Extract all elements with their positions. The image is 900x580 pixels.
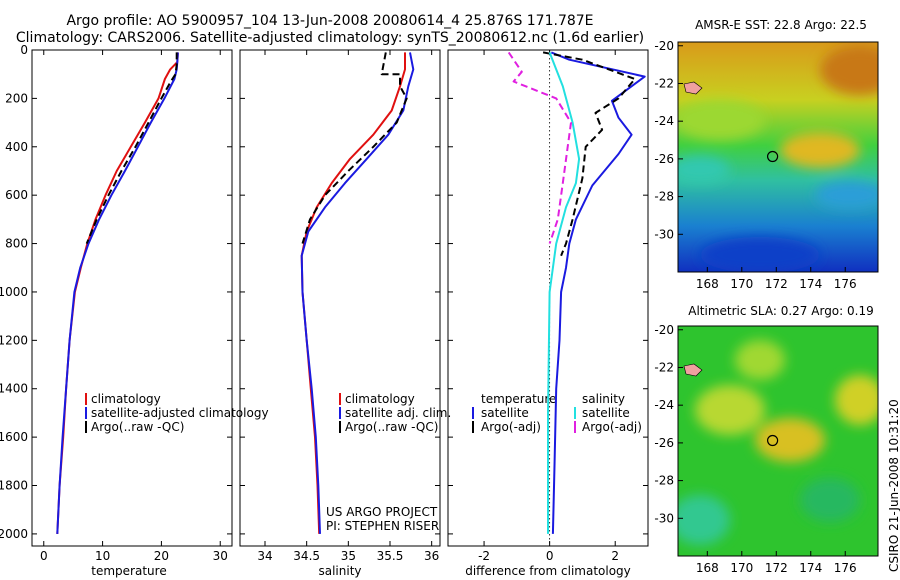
y-tick-label-7: 1400: [0, 382, 28, 396]
sst-xtick-label-1: 170: [730, 277, 753, 291]
sla-ytick-label-5: -30: [654, 511, 674, 525]
sla-ytick-label-3: -26: [654, 436, 674, 450]
panel0-xtick-label-0: 0: [40, 549, 48, 563]
y-tick-label-2: 400: [5, 140, 28, 154]
sal-legend-label-satellite: satellite adj. clim.: [345, 406, 451, 420]
sla-xtick-label-1: 170: [730, 561, 753, 575]
x-axis-label-temperature: temperature: [91, 564, 166, 578]
sst-xtick-label-4: 176: [834, 277, 857, 291]
y-tick-label-4: 800: [5, 237, 28, 251]
x-axis-label-salinity: salinity: [318, 564, 361, 578]
legend-label-argo: Argo(..raw -QC): [91, 420, 184, 434]
sst-ytick-label-3: -26: [654, 152, 674, 166]
panel0-xtick-label-1: 10: [95, 549, 110, 563]
sla-ytick-label-0: -20: [654, 323, 674, 337]
panel2-xtick-label-0: -2: [478, 549, 490, 563]
panel1-xtick-label-2: 35: [341, 549, 356, 563]
panel2-series-salinity-argo-adj-: [507, 51, 572, 244]
sst-ytick-label-2: -24: [654, 114, 674, 128]
sst-ytick-label-0: -20: [654, 39, 674, 53]
sla-map-frame: [677, 325, 879, 557]
sla-ytick-label-2: -24: [654, 398, 674, 412]
panel1-series-satellite-adj-clim-: [300, 52, 415, 534]
legend-label-climatology: climatology: [91, 392, 161, 406]
sla-xtick-label-0: 168: [696, 561, 719, 575]
panel1-series-argo-raw-qc-: [301, 52, 408, 244]
panel2-xtick-label-2: 2: [611, 549, 619, 563]
diff-legend-label-temp-argo: Argo(-adj): [481, 420, 541, 434]
panel0-series-satellite-adjusted-climatology: [56, 52, 179, 534]
sst-ytick-label-5: -30: [654, 227, 674, 241]
y-tick-label-10: 2000: [0, 527, 28, 541]
temperature-panel-frame: [31, 49, 233, 547]
y-tick-label-3: 600: [5, 188, 28, 202]
panel2-series-temperature-satellite: [550, 51, 646, 534]
y-tick-label-9: 1800: [0, 479, 28, 493]
sst-argo-location-marker: [766, 150, 779, 163]
sla-xtick-label-2: 172: [765, 561, 788, 575]
panel1-xtick-label-4: 36: [424, 549, 439, 563]
diff-legend-heading-temperature: temperature: [481, 392, 556, 406]
sst-map-title: AMSR-E SST: 22.8 Argo: 22.5: [695, 18, 867, 32]
sal-legend-label-argo: Argo(..raw -QC): [345, 420, 438, 434]
sst-xtick-label-3: 174: [799, 277, 822, 291]
panel0-series-argo-raw-qc-: [85, 52, 178, 244]
sla-xtick-label-4: 176: [834, 561, 857, 575]
project-annotation: US ARGO PROJECT: [326, 505, 438, 519]
panel1-xtick-label-0: 34: [257, 549, 272, 563]
y-tick-label-6: 1200: [0, 333, 28, 347]
panel2-series-salinity-satellite: [547, 52, 581, 534]
panel2-series-temperature-argo-adj-: [542, 51, 636, 257]
y-tick-label-8: 1600: [0, 430, 28, 444]
sst-map-frame: [677, 41, 879, 273]
sla-map-title: Altimetric SLA: 0.27 Argo: 0.19: [688, 304, 874, 318]
sst-ytick-label-1: -22: [654, 76, 674, 90]
x-axis-label-difference: difference from climatology: [465, 564, 631, 578]
sst-xtick-label-2: 172: [765, 277, 788, 291]
panel1-xtick-label-1: 34.5: [293, 549, 320, 563]
sst-xtick-label-0: 168: [696, 277, 719, 291]
diff-legend-heading-salinity: salinity: [582, 392, 625, 406]
panel0-xtick-label-3: 30: [213, 549, 228, 563]
y-tick-label-5: 1000: [0, 285, 28, 299]
sla-argo-location-marker: [766, 434, 779, 447]
figure-title-line2: Climatology: CARS2006. Satellite-adjuste…: [15, 30, 645, 46]
salinity-panel-frame: [239, 49, 441, 547]
sla-ytick-label-4: -28: [654, 474, 674, 488]
y-tick-label-1: 200: [5, 91, 28, 105]
panel2-xtick-label-1: 0: [546, 549, 554, 563]
difference-panel-frame: [447, 49, 649, 547]
panel0-xtick-label-2: 20: [154, 549, 169, 563]
figure-title-line1: Argo profile: AO 5900957_104 13-Jun-2008…: [66, 13, 594, 29]
sla-ytick-label-1: -22: [654, 360, 674, 374]
diff-legend-label-sal-argo: Argo(-adj): [582, 420, 642, 434]
pi-annotation: PI: STEPHEN RISER: [326, 519, 439, 533]
panel1-xtick-label-3: 35.5: [377, 549, 404, 563]
sla-map: [678, 326, 878, 556]
legend-label-satellite: satellite-adjusted climatology: [91, 406, 269, 420]
y-tick-label-0: 0: [20, 43, 28, 57]
panel0-series-climatology: [56, 52, 179, 534]
diff-legend-label-sal-satellite: satellite: [582, 406, 630, 420]
diff-legend-label-temp-satellite: satellite: [481, 406, 529, 420]
sst-ytick-label-4: -28: [654, 190, 674, 204]
sal-legend-label-climatology: climatology: [345, 392, 415, 406]
sla-xtick-label-3: 174: [799, 561, 822, 575]
sst-map: [678, 42, 878, 272]
